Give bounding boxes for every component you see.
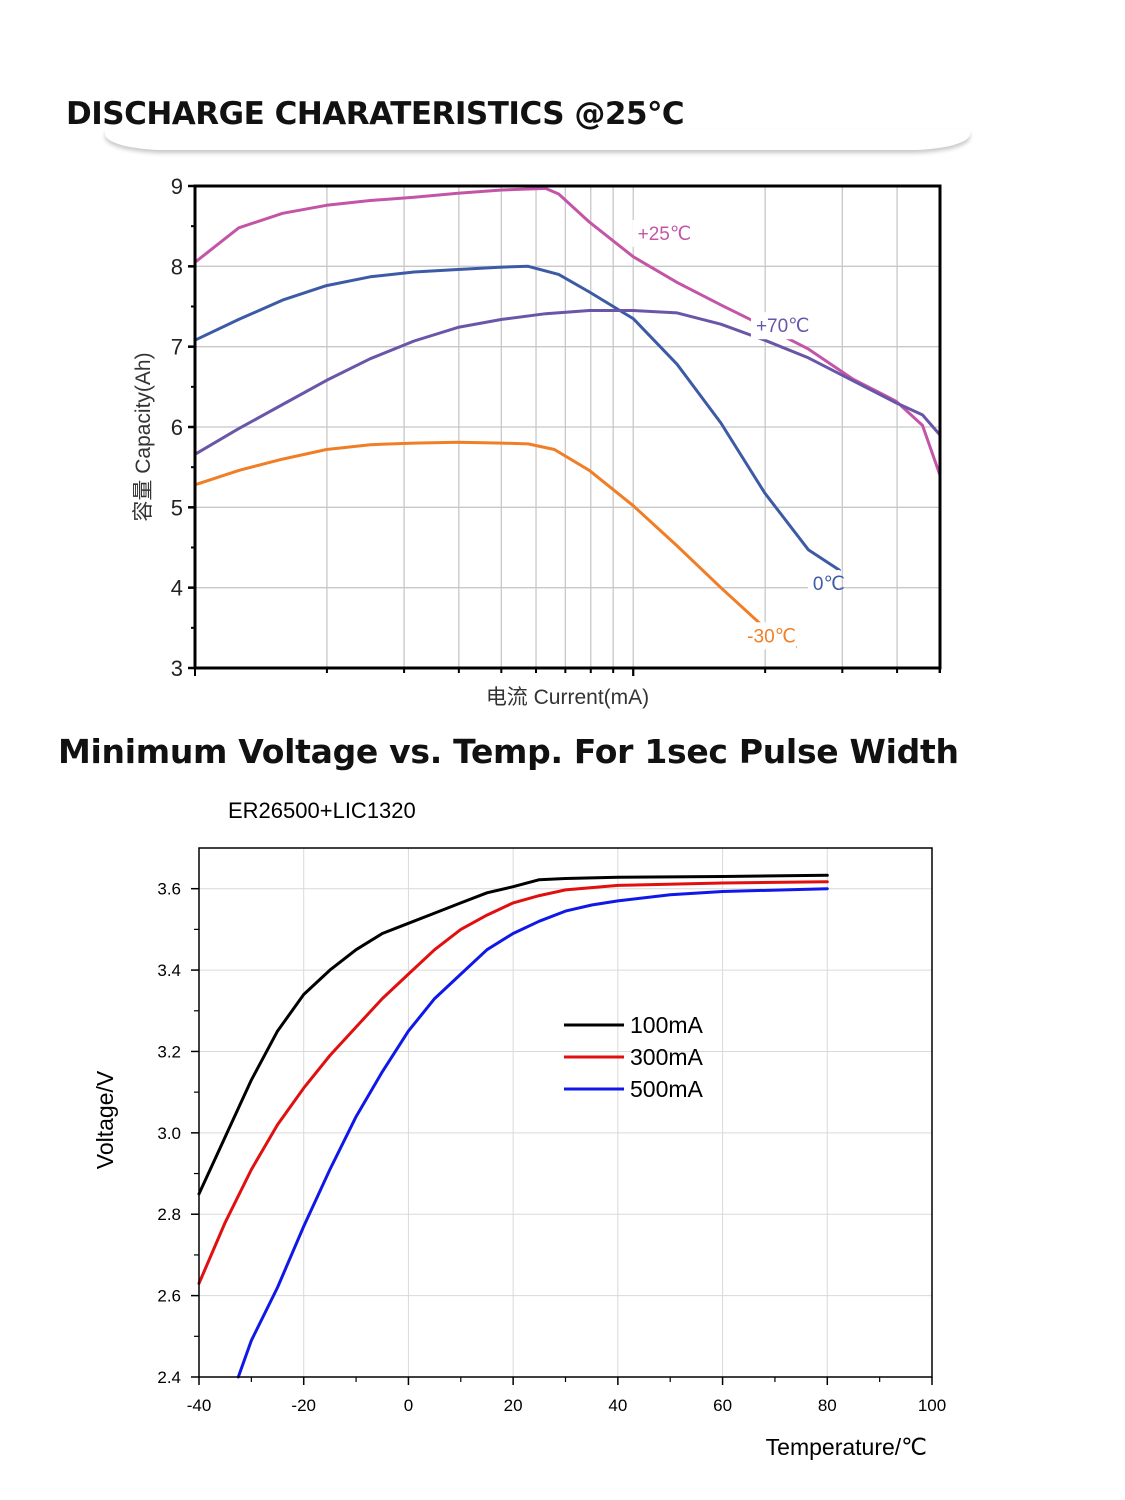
y-tick-label: 3.2 (157, 1042, 181, 1061)
series-label-bg (750, 312, 805, 340)
legend-label-0: 100mA (630, 1012, 704, 1038)
y-tick-label: 9 (171, 174, 183, 199)
min-voltage-heading: Minimum Voltage vs. Temp. For 1sec Pulse… (58, 732, 959, 771)
series-label-3: -30℃ (747, 626, 796, 647)
x-tick-label: 80 (818, 1396, 837, 1415)
y-axis-label: Voltage/V (92, 1070, 118, 1169)
series-label-1: 0℃ (813, 574, 845, 595)
y-tick-label: 6 (171, 415, 183, 440)
x-tick-label: -20 (291, 1396, 316, 1415)
y-tick-label: 3.6 (157, 880, 181, 899)
plot-frame (198, 847, 933, 1378)
discharge-chart: 3 4 5 6 7 8 9 电流 Current(mA) 容量 Capacity(Ah) +25℃… (132, 174, 942, 709)
x-axis-label: Temperature/℃ (766, 1434, 927, 1460)
x-tick-label: 60 (713, 1396, 732, 1415)
series-label-bg (632, 219, 687, 247)
x-tick-label: 100 (918, 1396, 946, 1415)
y-tick-label: 8 (171, 254, 183, 279)
series-line-3 (193, 440, 797, 649)
y-tick-label: 3.0 (157, 1124, 181, 1143)
legend-label-2: 500mA (630, 1076, 704, 1102)
x-axis-label: 电流 Current(mA) (486, 686, 649, 709)
series-line-0 (193, 186, 942, 477)
y-tick-label: 5 (171, 495, 183, 520)
y-tick-label: 7 (171, 335, 183, 360)
x-tick-label: 0 (404, 1396, 413, 1415)
series-line-2 (236, 887, 829, 1379)
series-label-2: +70℃ (756, 316, 810, 337)
y-tick-label: 2.6 (157, 1287, 181, 1306)
y-tick-label: 2.8 (157, 1205, 181, 1224)
y-tick-label: 3 (171, 656, 183, 681)
x-tick-label: 20 (504, 1396, 523, 1415)
chart-subtitle: ER26500+LIC1320 (228, 798, 416, 823)
x-tick-label: -40 (187, 1396, 212, 1415)
series-line-2 (193, 309, 942, 456)
series-line-0 (197, 873, 829, 1196)
series-line-1 (193, 264, 841, 572)
series-label-0: +25℃ (638, 224, 692, 245)
voltage-temp-chart: -40 -20 0 20 40 60 80 100 2.4 2.6 2.8 3.0 3.2 3.4 3.6 E… (92, 798, 946, 1460)
heading-underline-shadow (105, 130, 970, 150)
series-label-bg (742, 622, 797, 650)
y-tick-label: 3.4 (157, 961, 181, 980)
y-axis-label: 容量 Capacity(Ah) (132, 352, 155, 521)
y-tick-label: 2.4 (157, 1368, 181, 1387)
discharge-heading: DISCHARGE CHARATERISTICS @25℃ (66, 96, 685, 132)
series-line-1 (197, 880, 829, 1285)
y-tick-label: 4 (171, 576, 183, 601)
x-tick-label: 40 (608, 1396, 627, 1415)
series-label-bg (807, 570, 840, 598)
legend-label-1: 300mA (630, 1044, 704, 1070)
